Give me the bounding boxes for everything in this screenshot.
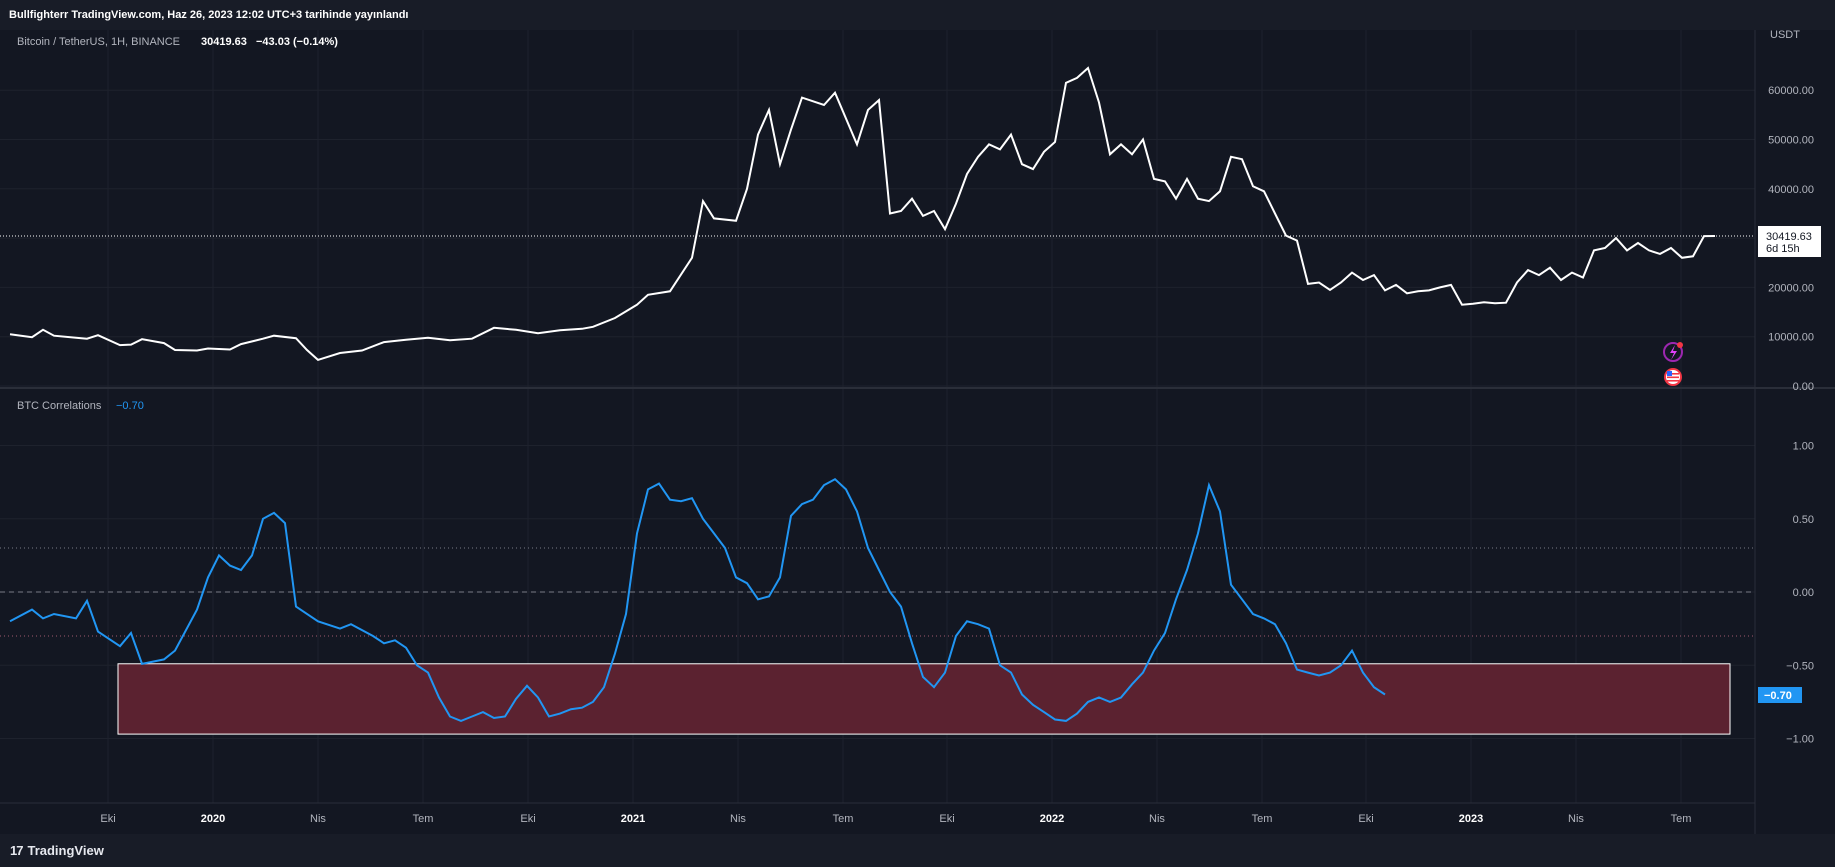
currency-label: USDT <box>1770 30 1800 41</box>
price-badge-value: 30419.63 <box>1766 231 1812 243</box>
time-axis-label: Nis <box>730 813 746 825</box>
time-axis-label: Eki <box>520 813 535 825</box>
btc-price-series <box>9 66 1716 362</box>
indicator-axis-label: 0.00 <box>1793 587 1814 599</box>
price-change: −43.03 (−0.14%) <box>256 36 338 48</box>
time-axis-label: Nis <box>310 813 326 825</box>
time-axis-label: 2021 <box>621 813 645 825</box>
countdown-badge: 6d 15h <box>1766 243 1800 255</box>
correlation-series <box>9 477 1386 722</box>
indicator-axis-label: −1.00 <box>1786 734 1814 746</box>
price-axis-label: 50000.00 <box>1768 135 1814 147</box>
time-axis-label: Nis <box>1149 813 1165 825</box>
tradingview-logo-text: TradingView <box>27 843 104 858</box>
time-axis-label: Tem <box>1252 813 1273 825</box>
price-axis-label: 20000.00 <box>1768 282 1814 294</box>
indicator-axis-label: 0.50 <box>1793 514 1814 526</box>
time-axis-label: 2023 <box>1459 813 1483 825</box>
indicator-value: −0.70 <box>116 400 144 412</box>
last-price: 30419.63 <box>201 36 247 48</box>
tradingview-logo[interactable]: 17 TradingView <box>10 843 104 858</box>
flash-icon[interactable] <box>1663 342 1683 362</box>
symbol-title: Bitcoin / TetherUS, 1H, BINANCE <box>17 36 180 48</box>
indicator-badge-value: −0.70 <box>1764 690 1792 702</box>
price-badge <box>1758 226 1821 257</box>
price-axis-label: 60000.00 <box>1768 85 1814 97</box>
time-axis-label: 2022 <box>1040 813 1064 825</box>
time-axis-label: Eki <box>1358 813 1373 825</box>
time-axis-label: Nis <box>1568 813 1584 825</box>
footer-bar: 17 TradingView <box>0 834 1835 867</box>
time-axis-label: Eki <box>100 813 115 825</box>
time-axis-label: Tem <box>833 813 854 825</box>
us-flag-icon[interactable] <box>1664 368 1682 386</box>
highlight-zone[interactable] <box>117 663 1731 735</box>
chart-area[interactable]: Bitcoin / TetherUS, 1H, BINANCE 30419.63… <box>0 30 1835 834</box>
time-axis[interactable]: Eki 2020 Nis Tem Eki 2021 Nis Tem Eki 2022 Nis Tem E… <box>100 813 1691 825</box>
publish-header: Bullfighterr TradingView.com, Haz 26, 20… <box>0 0 1835 30</box>
time-axis-label: 2020 <box>201 813 225 825</box>
indicator-axis-label: −0.50 <box>1786 660 1814 672</box>
tradingview-logo-mark: 17 <box>10 843 24 858</box>
price-axis-label: 10000.00 <box>1768 332 1814 344</box>
indicator-badge <box>1758 687 1802 703</box>
time-axis-label: Eki <box>939 813 954 825</box>
time-axis-label: Tem <box>413 813 434 825</box>
indicator-axis[interactable]: −1.00 −0.50 0.00 0.50 1.00 <box>1786 441 1814 746</box>
indicator-reference-lines <box>0 547 1755 637</box>
price-axis-label: 40000.00 <box>1768 184 1814 196</box>
indicator-axis-label: 1.00 <box>1793 441 1814 453</box>
time-axis-label: Tem <box>1671 813 1692 825</box>
indicator-title: BTC Correlations <box>17 400 102 412</box>
price-axis-label: 0.00 <box>1793 381 1814 393</box>
published-info: Bullfighterr TradingView.com, Haz 26, 20… <box>9 9 409 21</box>
